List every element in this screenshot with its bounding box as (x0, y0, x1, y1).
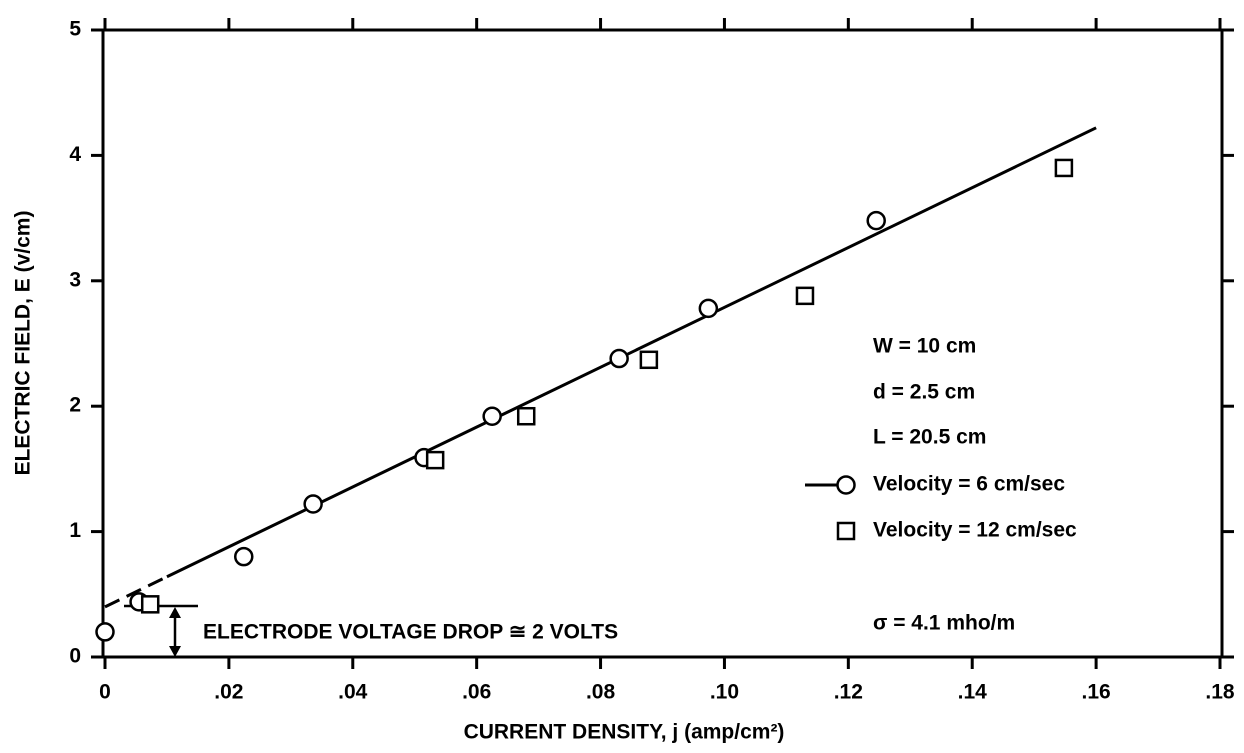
electrode-note: ELECTRODE VOLTAGE DROP ≅ 2 VOLTS (203, 621, 618, 644)
legend-marker (836, 475, 856, 495)
x-axis-label: CURRENT DENSITY, j (amp/cm²) (464, 721, 785, 744)
y-tick-label: 0 (69, 645, 81, 668)
x-tick-label: .18 (1205, 681, 1235, 704)
circle-marker (866, 210, 886, 231)
x-tick-label: .12 (834, 681, 863, 704)
note: L = 20.5 cm (873, 426, 986, 449)
x-tick-label: .04 (338, 681, 368, 704)
square-marker (516, 406, 536, 426)
circle-marker (698, 298, 719, 319)
note: W = 10 cm (873, 335, 976, 358)
circle-marker (95, 622, 115, 642)
y-tick-label: 5 (69, 18, 81, 41)
square-marker (140, 595, 160, 614)
square-marker (795, 286, 815, 306)
square-marker (425, 450, 445, 470)
electrode-marker (124, 604, 198, 657)
circle-marker (303, 494, 323, 514)
square-marker (639, 350, 659, 370)
legend-label: Velocity = 12 cm/sec (873, 519, 1077, 542)
y-tick-label: 4 (69, 143, 81, 166)
y-tick-label: 1 (69, 519, 81, 542)
x-tick-label: .06 (462, 681, 491, 704)
x-tick-label: .10 (710, 681, 739, 704)
x-tick-label: .16 (1082, 681, 1111, 704)
x-tick-label: .08 (586, 681, 616, 704)
circle-marker (482, 406, 502, 426)
drop-arrow-heads (169, 607, 181, 657)
square-marker (1054, 158, 1074, 178)
y-tick-label: 3 (69, 268, 81, 291)
x-tick-label: .02 (214, 681, 243, 704)
y-axis-label: ELECTRIC FIELD, E (v/cm) (12, 211, 35, 476)
x-tick-label: .14 (958, 681, 988, 704)
legend-label: Velocity = 6 cm/sec (873, 473, 1065, 496)
fit-line (104, 575, 168, 609)
legend-marker (836, 521, 856, 541)
note: σ = 4.1 mho/m (873, 612, 1015, 635)
note: d = 2.5 cm (873, 381, 975, 404)
circle-marker (234, 546, 254, 567)
circle-marker (609, 348, 629, 369)
y-tick-label: 2 (69, 394, 81, 417)
x-tick-label: 0 (99, 681, 111, 704)
plot-frame (101, 28, 1224, 659)
